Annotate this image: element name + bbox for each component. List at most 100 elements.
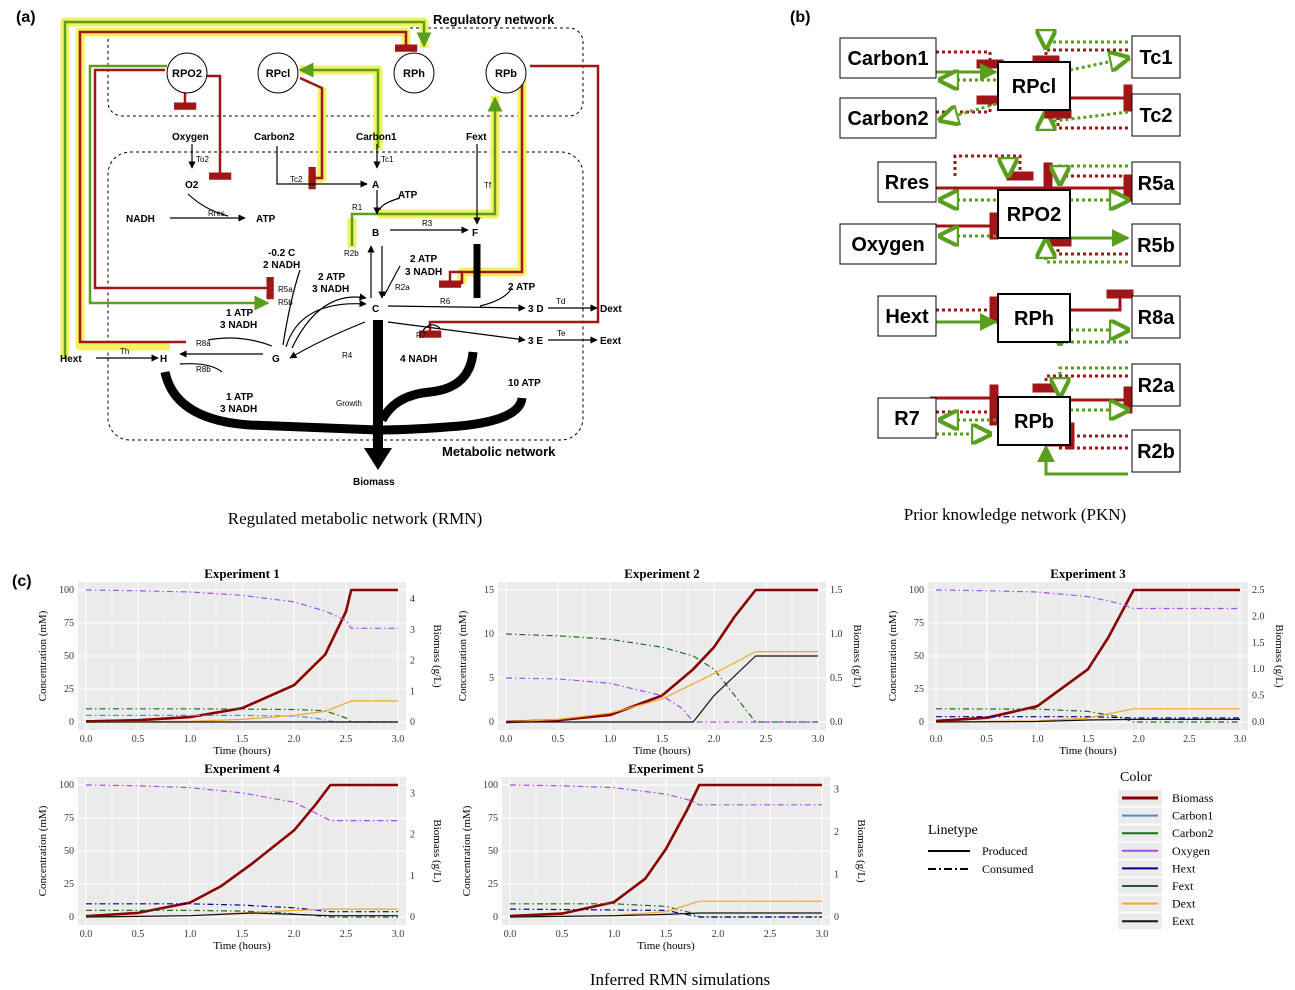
y2-axis-label: Biomass (g/L) [431, 624, 443, 688]
y-tick-label: 15 [484, 585, 494, 596]
metabolic-network-label: Metabolic network [442, 444, 556, 459]
node-pkn-rres-box [877, 161, 937, 203]
y-tick-label: 100 [59, 780, 74, 791]
rx-r2a: R2a [395, 283, 410, 292]
caption-rmn: Regulated metabolic network (RMN) [228, 509, 482, 528]
legend-label-carbon2: Carbon2 [1172, 826, 1213, 840]
series-line-oxygen [935, 589, 1240, 610]
y2-tick-label: 3 [410, 625, 415, 636]
y-axis-label: Concentration (mM) [887, 610, 899, 701]
chart-experiment-1: 0.0 0.5 1.0 1.5 2.0 2.5 3.0 0 25 50 75 100 0 1 2 3 4 Expe… [37, 566, 443, 757]
y-tick-label: 100 [59, 585, 74, 596]
met-hext: Hext [60, 354, 82, 365]
y-tick-label: 75 [914, 618, 924, 629]
node-pkn-rpcl-box [997, 61, 1071, 111]
x-tick-label: 2.0 [288, 734, 301, 745]
y-tick-label: 75 [64, 813, 74, 824]
met-2nadh: 2 NADH [263, 260, 300, 271]
node-rpb: RPb [495, 68, 517, 80]
node-pkn-r7-box [877, 397, 937, 439]
node-pkn-r5b-box [1131, 223, 1181, 267]
x-tick-label: 2.0 [1132, 734, 1145, 745]
met-c: C [372, 304, 379, 315]
rx-r2b: R2b [344, 249, 359, 258]
legend-label-dext: Dext [1172, 897, 1196, 911]
x-tick-label: 2.0 [712, 929, 725, 940]
x-tick-label: 3.0 [392, 734, 405, 745]
y2-tick-label: 2 [834, 827, 839, 838]
y-tick-label: 50 [914, 651, 924, 662]
x-tick-label: 0.0 [80, 929, 93, 940]
y-tick-label: 25 [64, 879, 74, 890]
node-rph: RPh [403, 68, 425, 80]
x-tick-label: 2.0 [708, 734, 721, 745]
chart-title: Experiment 4 [204, 761, 280, 776]
x-axis-label: Time (hours) [633, 745, 691, 757]
x-tick-label: 3.0 [812, 734, 825, 745]
node-pkn-tc2: Tc2 [1140, 105, 1173, 127]
met-1atp-b: 1 ATP [226, 392, 254, 403]
x-tick-label: 1.5 [236, 929, 249, 940]
x-tick-label: 1.5 [656, 734, 669, 745]
chart-experiment-3: 0.0 0.5 1.0 1.5 2.0 2.5 3.0 0 25 50 75 100 0.0 0.5 1.0… [887, 566, 1285, 757]
chart-title: Experiment 1 [204, 566, 279, 581]
rx-r3: R3 [422, 219, 433, 228]
pkn-edge [1044, 109, 1128, 130]
y-axis-label: Concentration (mM) [37, 805, 49, 896]
pkn-edge [1044, 237, 1128, 256]
y2-tick-label: 0.0 [1252, 717, 1265, 728]
pkn-diagram: (b) RPcl RPO2 RPh RPb Carbon1 Carbon2 Rres Oxyg… [790, 9, 1181, 524]
node-pkn-r2b-box [1131, 429, 1181, 473]
met-oxygen: Oxygen [172, 132, 209, 143]
x-tick-label: 2.5 [1183, 734, 1196, 745]
node-pkn-r8a-box [1131, 295, 1181, 339]
legend-label-oxygen: Oxygen [1172, 844, 1210, 858]
x-tick-label: 1.5 [1082, 734, 1095, 745]
x-tick-label: 1.5 [236, 734, 249, 745]
node-pkn-r5a-box [1131, 161, 1181, 205]
legend-consumed: Consumed [982, 862, 1033, 876]
caption-pkn: Prior knowledge network (PKN) [904, 505, 1126, 524]
x-tick-label: 2.5 [340, 734, 353, 745]
node-pkn-tc1-box [1131, 35, 1181, 79]
pkn-edge [940, 102, 997, 120]
y2-axis-label: Biomass (g/L) [431, 819, 443, 883]
pkn-edge [1060, 366, 1128, 396]
y2-axis-label: Biomass (g/L) [855, 819, 867, 883]
y2-tick-label: 1.5 [830, 585, 843, 596]
y2-tick-label: 1 [410, 871, 415, 882]
met-m02c: -0.2 C [268, 248, 295, 259]
simulation-charts: (c) 0.0 0.5 1.0 1.5 2.0 2.5 3.0025507510001234… [12, 566, 1285, 989]
rx-r7: R7 [416, 331, 427, 340]
node-pkn-r7: R7 [894, 408, 920, 430]
node-pkn-rres: Rres [885, 172, 929, 194]
series-line-eext [506, 655, 818, 723]
node-pkn-r5b: R5b [1137, 235, 1175, 257]
legend-label-carbon1: Carbon1 [1172, 809, 1213, 823]
x-axis-label: Time (hours) [637, 940, 695, 952]
legend-color: Color Biomass Carbon1 Carbon2 Oxygen Hext Fex… [1118, 770, 1214, 930]
y2-tick-label: 1.5 [1252, 638, 1265, 649]
x-tick-label: 1.0 [604, 734, 617, 745]
legend-color-title: Color [1120, 770, 1152, 785]
met-d: 3 D [528, 304, 544, 315]
series-line-hext [86, 903, 398, 913]
panel-a-label: (a) [16, 9, 36, 26]
y2-tick-label: 1.0 [830, 629, 843, 640]
x-tick-label: 1.0 [1031, 734, 1044, 745]
met-o2: O2 [185, 180, 199, 191]
met-2atp-c: 2 ATP [508, 282, 536, 293]
rx-tf: Tf [484, 181, 492, 190]
rmn-diagram: (a) Regulatory network Metabolic network [16, 9, 622, 528]
x-tick-label: 3.0 [392, 929, 405, 940]
met-carbon2: Carbon2 [254, 132, 295, 143]
chart-experiment-5: 0.0 0.5 1.0 1.5 2.0 2.5 3.0 0 25 50 75 100 0 1 2 3 Exper… [461, 761, 867, 952]
series-line-biomass [509, 783, 822, 918]
x-tick-label: 2.0 [288, 929, 301, 940]
y-tick-label: 0 [69, 912, 74, 923]
y2-axis-label: Biomass (g/L) [851, 624, 863, 688]
series-line-carbon2 [505, 633, 818, 723]
x-tick-label: 0.0 [930, 734, 943, 745]
series-line-eext [509, 912, 822, 918]
y2-tick-label: 0.5 [1252, 691, 1265, 702]
